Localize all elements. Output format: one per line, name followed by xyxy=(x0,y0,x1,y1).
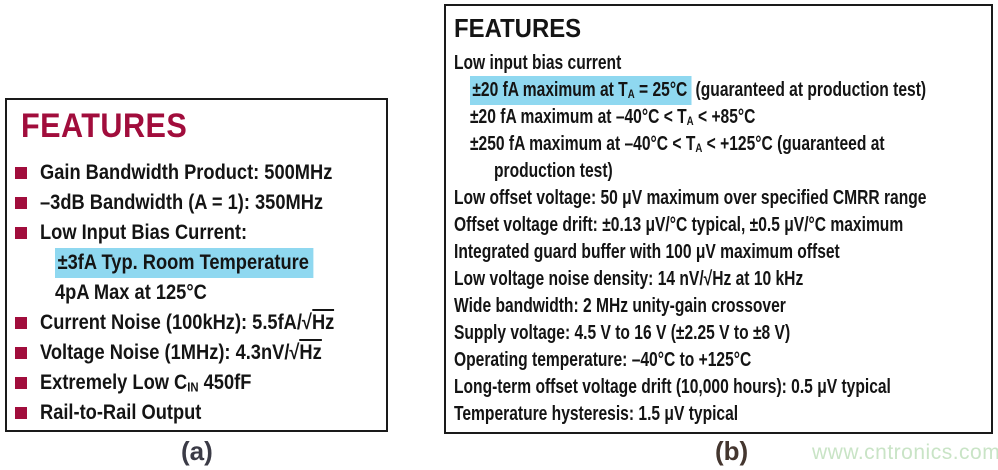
highlighted-text: = 25°C xyxy=(634,79,688,101)
feature-text: Current Noise (100kHz): 5.5fA/√ xyxy=(40,311,312,334)
feature-line: Integrated guard buffer with 100 μV maxi… xyxy=(454,239,983,266)
feature-text: < +85°C xyxy=(693,106,756,128)
feature-text: (guaranteed at production test) xyxy=(691,79,927,101)
feature-text: A xyxy=(695,141,703,156)
caption-b: (b) xyxy=(715,436,749,466)
feature-line: Gain Bandwidth Product: 500MHz xyxy=(15,158,378,188)
feature-line-content: Low voltage noise density: 14 nV/√Hz at … xyxy=(454,268,803,291)
feature-line: Voltage Noise (1MHz): 4.3nV/√Hz xyxy=(15,338,378,368)
bullet-square-icon xyxy=(15,197,27,209)
feature-text: A xyxy=(686,114,694,129)
panel-b-title: FEATURES xyxy=(454,13,582,43)
feature-text: Gain Bandwidth Product: 500MHz xyxy=(40,161,333,184)
feature-line: Wide bandwidth: 2 MHz unity-gain crossov… xyxy=(454,293,983,320)
feature-text: Rail-to-Rail Output xyxy=(40,401,202,424)
feature-line-content: Wide bandwidth: 2 MHz unity-gain crossov… xyxy=(454,295,786,318)
feature-line-content: 4pA Max at 125°C xyxy=(55,281,207,305)
feature-text: Temperature hysteresis: 1.5 μV typical xyxy=(454,403,739,425)
feature-line-content: ±250 fA maximum at –40°C < TA < +125°C (… xyxy=(470,133,885,156)
feature-line-content: Current Noise (100kHz): 5.5fA/√Hz xyxy=(40,309,335,335)
feature-line: Low offset voltage: 50 μV maximum over s… xyxy=(454,185,983,212)
feature-line-content: Low offset voltage: 50 μV maximum over s… xyxy=(454,187,926,210)
highlighted-text: ±20 fA maximum at T xyxy=(472,79,628,101)
feature-text: Supply voltage: 4.5 V to 16 V (±2.25 V t… xyxy=(454,322,791,344)
feature-line-content: ±20 fA maximum at TA = 25°C (guaranteed … xyxy=(470,76,927,105)
feature-line-content: Operating temperature: –40°C to +125°C xyxy=(454,349,751,372)
feature-text: 450fF xyxy=(198,371,252,394)
features-panel-b: FEATURES Low input bias current ±20 fA ma… xyxy=(444,4,993,434)
feature-line-content: Integrated guard buffer with 100 μV maxi… xyxy=(454,241,840,264)
feature-line-content: Voltage Noise (1MHz): 4.3nV/√Hz xyxy=(40,339,322,365)
feature-line-content: production test) xyxy=(494,160,613,183)
feature-line: Current Noise (100kHz): 5.5fA/√Hz xyxy=(15,308,378,338)
feature-line-content: Temperature hysteresis: 1.5 μV typical xyxy=(454,403,738,426)
feature-text: Hz xyxy=(299,339,322,364)
feature-text: < +125°C (guaranteed at xyxy=(702,133,885,155)
feature-line: ±20 fA maximum at TA = 25°C (guaranteed … xyxy=(454,76,983,105)
feature-text: IN xyxy=(187,379,199,395)
feature-line-content: Low input bias current xyxy=(454,52,621,75)
feature-line: Low voltage noise density: 14 nV/√Hz at … xyxy=(454,266,983,293)
feature-line: Extremely Low CIN 450fF xyxy=(15,368,378,398)
panel-a-feature-list: Gain Bandwidth Product: 500MHz –3dB Bandw… xyxy=(15,158,378,428)
feature-line-content: Extremely Low CIN 450fF xyxy=(40,371,251,395)
feature-text: Low voltage noise density: 14 nV/√Hz at … xyxy=(454,268,804,290)
feature-text: Voltage Noise (1MHz): 4.3nV/√ xyxy=(40,341,300,364)
feature-line: Offset voltage drift: ±0.13 μV/°C typica… xyxy=(454,212,983,239)
feature-text: Extremely Low C xyxy=(40,371,188,394)
feature-text: ±20 fA maximum at –40°C < T xyxy=(470,106,687,128)
feature-line-content: Supply voltage: 4.5 V to 16 V (±2.25 V t… xyxy=(454,322,790,345)
feature-text: 4pA Max at 125°C xyxy=(55,281,207,304)
feature-line-content: Offset voltage drift: ±0.13 μV/°C typica… xyxy=(454,214,903,237)
panel-b-feature-list: Low input bias current ±20 fA maximum at … xyxy=(454,50,983,428)
feature-text: Offset voltage drift: ±0.13 μV/°C typica… xyxy=(454,214,904,236)
feature-line: Operating temperature: –40°C to +125°C xyxy=(454,347,983,374)
panel-a-title: FEATURES xyxy=(21,107,188,145)
feature-line-content: ±20 fA maximum at –40°C < TA < +85°C xyxy=(470,106,755,129)
features-panel-a: FEATURES Gain Bandwidth Product: 500MHz –… xyxy=(5,98,388,432)
feature-line-content: Long-term offset voltage drift (10,000 h… xyxy=(454,376,891,399)
feature-text: Operating temperature: –40°C to +125°C xyxy=(454,349,752,371)
bullet-square-icon xyxy=(15,407,27,419)
highlighted-text: A xyxy=(627,87,635,102)
feature-line-content: ±3fA Typ. Room Temperature xyxy=(55,248,314,278)
bullet-square-icon xyxy=(15,317,27,329)
bullet-square-icon xyxy=(15,347,27,359)
highlight-marker: ±3fA Typ. Room Temperature xyxy=(55,248,314,278)
feature-text: Low Input Bias Current: xyxy=(40,221,248,244)
feature-text: Hz xyxy=(311,309,335,334)
feature-line: Low Input Bias Current: xyxy=(15,218,378,248)
feature-text: ±250 fA maximum at –40°C < T xyxy=(470,133,696,155)
feature-text: Integrated guard buffer with 100 μV maxi… xyxy=(454,241,840,263)
feature-line: 4pA Max at 125°C xyxy=(15,278,378,308)
feature-line: Low input bias current xyxy=(454,50,983,77)
highlight-marker: ±20 fA maximum at TA = 25°C xyxy=(470,76,692,105)
caption-a: (a) xyxy=(181,436,213,466)
feature-line: ±20 fA maximum at –40°C < TA < +85°C xyxy=(454,104,983,131)
feature-text: –3dB Bandwidth (A = 1): 350MHz xyxy=(40,191,324,214)
feature-line-content: Gain Bandwidth Product: 500MHz xyxy=(40,161,332,185)
feature-line: ±3fA Typ. Room Temperature xyxy=(15,248,378,278)
feature-text: Low input bias current xyxy=(454,52,622,74)
feature-line: –3dB Bandwidth (A = 1): 350MHz xyxy=(15,188,378,218)
feature-line: ±250 fA maximum at –40°C < TA < +125°C (… xyxy=(454,131,983,158)
feature-line: Supply voltage: 4.5 V to 16 V (±2.25 V t… xyxy=(454,320,983,347)
feature-line-content: –3dB Bandwidth (A = 1): 350MHz xyxy=(40,191,323,215)
highlighted-text: ±3fA Typ. Room Temperature xyxy=(57,251,309,274)
feature-text: production test) xyxy=(494,160,613,182)
feature-text: Low offset voltage: 50 μV maximum over s… xyxy=(454,187,927,209)
feature-line: Rail-to-Rail Output xyxy=(15,398,378,428)
bullet-square-icon xyxy=(15,227,27,239)
feature-line: production test) xyxy=(454,158,983,185)
bullet-square-icon xyxy=(15,167,27,179)
watermark-url: www.cntronics.com xyxy=(812,441,998,464)
feature-line: Temperature hysteresis: 1.5 μV typical xyxy=(454,401,983,428)
feature-line: Long-term offset voltage drift (10,000 h… xyxy=(454,374,983,401)
feature-line-content: Low Input Bias Current: xyxy=(40,221,247,245)
feature-text: Wide bandwidth: 2 MHz unity-gain crossov… xyxy=(454,295,786,317)
feature-line-content: Rail-to-Rail Output xyxy=(40,401,201,425)
feature-text: Long-term offset voltage drift (10,000 h… xyxy=(454,376,891,398)
bullet-square-icon xyxy=(15,377,27,389)
